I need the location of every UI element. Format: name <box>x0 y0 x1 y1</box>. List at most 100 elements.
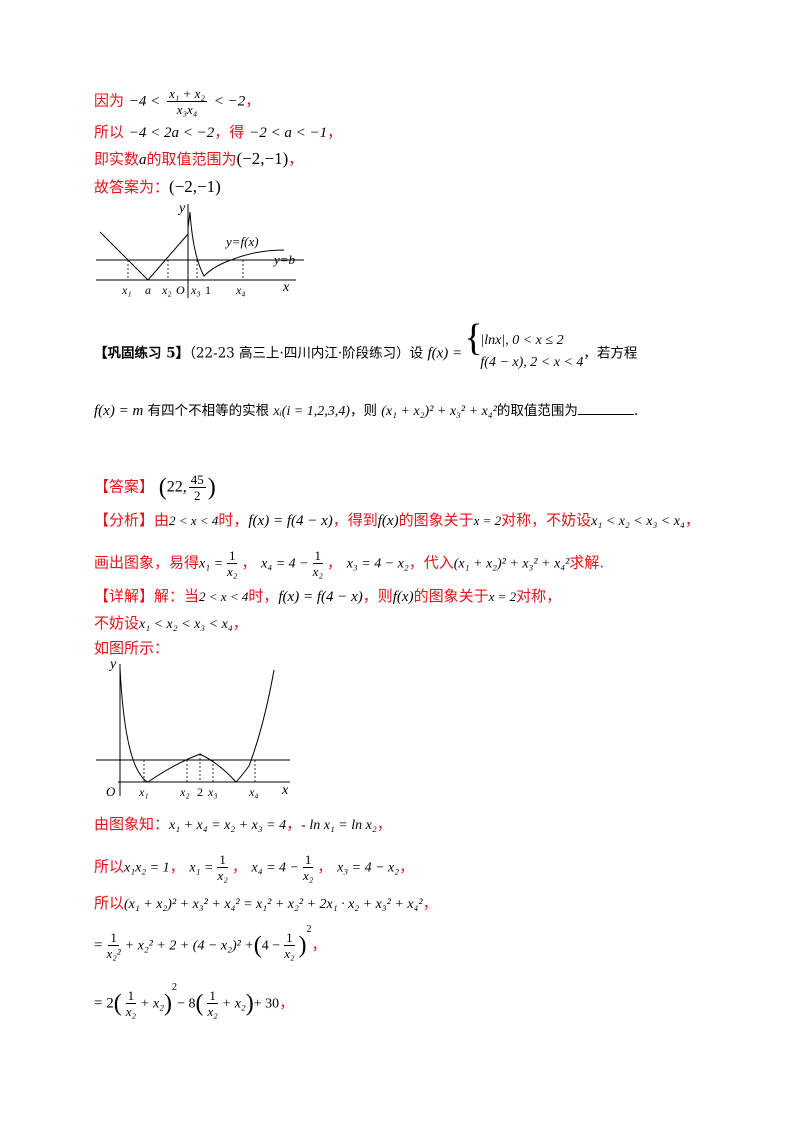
punct: ， <box>279 993 295 1012</box>
tick-1: 1 <box>205 283 211 297</box>
text: 不妨设 <box>94 614 140 632</box>
math: = 2 <box>94 995 114 1012</box>
punct: ， <box>288 150 304 168</box>
text: 所以 <box>94 123 125 141</box>
text: 所以 <box>94 857 125 876</box>
math: (x₁ + x₂)² + x₃² + x₄² = x₁² + x₂² + 2x₁… <box>124 897 423 912</box>
text: 所以 <box>94 894 125 912</box>
math: x₁ < x₂ < x₃ < x₄ <box>139 617 233 632</box>
solution-line-5: = 2(1 x₂ + x₂)2− 8(1 x₂ + x₂)+ 30， <box>94 981 295 1020</box>
math: x = 2 <box>488 589 517 604</box>
tick-x1: x₁ <box>121 283 132 297</box>
math: 4 − <box>261 938 281 954</box>
text: ，得到 <box>332 511 378 529</box>
paren: ) <box>207 474 216 501</box>
math: + 30 <box>253 996 280 1012</box>
fraction: 1 x₂² <box>104 930 122 961</box>
text: 有四个不相等的实根 <box>147 403 270 419</box>
line-4: 故答案为：(−2,−1) <box>94 177 221 197</box>
exercise-source: （22-23 高三上·四川内江·阶段练习）设 <box>189 345 424 362</box>
punct: ， <box>684 511 700 529</box>
piecewise: { |lnx|, 0 < x ≤ 2 f(4 − x), 2 < x < 4 <box>464 318 584 374</box>
math: + x₂ <box>140 996 165 1012</box>
denominator: x₂² <box>106 946 121 961</box>
punct: ， <box>399 857 415 876</box>
text: 解：当 <box>154 587 200 605</box>
fraction: 1 x₂ <box>282 930 296 961</box>
answer-blank <box>577 400 634 415</box>
x-label: x <box>281 783 289 798</box>
answer-line: 【答案】 (22, 45 2) <box>94 472 216 503</box>
math: x₃ = 4 − x₂ <box>337 860 400 876</box>
detail-tag: 【详解】 <box>94 587 155 605</box>
detail-line-2: 不妨设x₁ < x₂ < x₃ < x₄， <box>94 613 248 635</box>
solution-line-1: 由图象知：x₁ + x₄ = x₂ + x₃ = 4 ，- ln x₁ = ln … <box>94 815 392 833</box>
punct: ， <box>245 91 261 110</box>
exponent: 2 <box>306 923 312 935</box>
math: f(x) <box>377 513 399 529</box>
text: 对称，不妨设 <box>501 511 592 529</box>
text: 对称， <box>516 587 562 605</box>
math: f(x) = <box>427 345 463 362</box>
text: 即实数 <box>94 150 140 168</box>
exercise-tag: 【巩固练习 5】 <box>94 345 190 362</box>
numerator: 45 <box>188 472 206 488</box>
math: + x₂ <box>221 996 246 1012</box>
exercise-line-1: 【巩固练习 5】（22-23 高三上·四川内江·阶段练习）设 f(x) = { … <box>94 318 638 376</box>
line-3: 即实数a的取值范围为(−2,−1)， <box>94 149 303 170</box>
fraction: 1 x₂ <box>124 988 138 1019</box>
text: 的图象关于 <box>413 587 489 605</box>
math: x₁ + x₄ = x₂ + x₃ = 4 <box>169 818 287 833</box>
math: (−2,−1) <box>236 149 289 168</box>
line-1: 因为 −4 < x₁ + x₂ x₃x₄ < −2， <box>94 86 260 117</box>
math: = <box>94 937 103 954</box>
numerator: 1 <box>108 930 119 946</box>
math: xᵢ(i = 1,2,3,4) <box>273 404 350 419</box>
tick-x3: x₃ <box>190 283 201 297</box>
text: ，得 <box>214 123 245 141</box>
solution-line-2: 所以x₁x₂ = 1， x₁ = 1 x₂， x₄ = 4 −1 x₂， x₃ = 4… <box>94 852 415 883</box>
fraction: 1 x₂ <box>311 548 325 579</box>
numerator: 1 <box>207 988 218 1004</box>
math: 2 < x < 4 <box>169 513 219 528</box>
text: 由图象知： <box>94 815 170 833</box>
text: 的取值范围为 <box>146 150 237 168</box>
denominator: x₃x₄ <box>176 102 198 117</box>
text: 画出图象，易得 <box>94 553 200 572</box>
exercise-line-2: f(x) = m 有四个不相等的实根 xᵢ(i = 1,2,3,4)，则 (x₁… <box>94 400 638 422</box>
punct: ， <box>327 123 343 141</box>
fraction: x₁ + x₂ x₃x₄ <box>167 86 207 117</box>
tick-a: a <box>145 283 151 297</box>
line-label: y=b <box>272 252 296 267</box>
tick-x3: x₃ <box>207 785 218 799</box>
numerator: 1 <box>302 852 314 868</box>
math: −4 < 2a < −2 <box>128 125 215 141</box>
denominator: x₂ <box>284 946 295 961</box>
numerator: x₁ + x₂ <box>167 86 207 102</box>
math: − 8 <box>177 996 196 1012</box>
graph-2: y x O x₁ x₂ 2 x₃ x₄ <box>96 657 290 799</box>
text: 的图象关于 <box>398 511 474 529</box>
denominator: x₂ <box>125 1004 137 1019</box>
text: ，若方程 <box>583 345 638 362</box>
tick-x4: x₄ <box>248 785 259 799</box>
text: 故答案为： <box>94 178 170 196</box>
math: −2 < a < −1 <box>249 125 328 141</box>
detail-line-1: 【详解】解：当2 < x < 4时，f(x) = f(4 − x)，则f(x)的… <box>94 586 561 607</box>
math: −4 < <box>128 93 161 110</box>
case-1: |lnx|, 0 < x ≤ 2 <box>480 333 564 348</box>
analysis-line-2: 画出图象，易得x₁ = 1 x₂， x₄ = 4 −1 x₂， x₃ = 4 − x₂… <box>94 548 605 579</box>
math: x = 2 <box>473 513 502 528</box>
solution-line-4: = 1 x₂² + x₂² + 2 + (4 − x₂)² +(4 −1 x₂)2， <box>94 923 327 962</box>
denominator: x₂ <box>207 1004 218 1019</box>
denominator: 2 <box>194 488 201 503</box>
text: ，代入 <box>408 553 454 572</box>
math: (−2,−1) <box>169 177 221 196</box>
numerator: 1 <box>125 988 137 1004</box>
line-2: 所以 −4 < 2a < −2，得 −2 < a < −1， <box>94 122 342 143</box>
punct: ， <box>376 815 392 833</box>
analysis-tag: 【分析】 <box>94 511 155 529</box>
y-label: y <box>177 201 186 216</box>
case-2: f(4 − x), 2 < x < 4 <box>480 355 584 370</box>
text: ，则 <box>362 587 393 605</box>
